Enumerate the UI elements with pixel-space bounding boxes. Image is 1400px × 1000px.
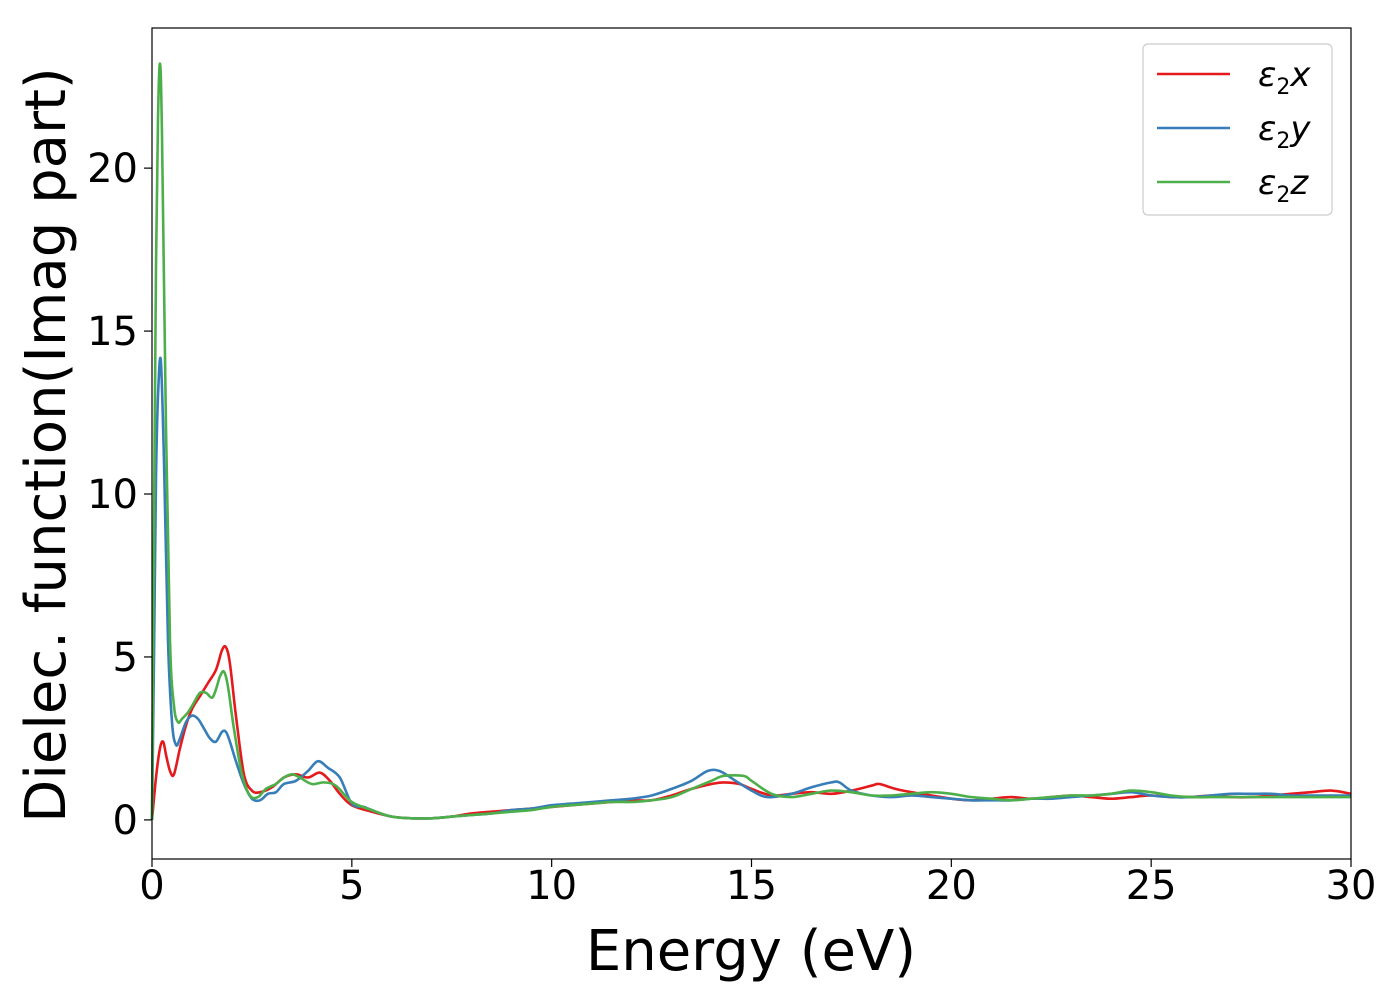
y-tick-label: 20 — [87, 146, 138, 192]
legend-label-variable: z — [1289, 163, 1309, 203]
x-axis-label: Energy (eV) — [586, 919, 916, 984]
y-axis-label: Dielec. function(Imag part) — [14, 67, 79, 823]
x-tick-label: 0 — [139, 863, 164, 909]
y-axis: 0 5 10 15 20 — [87, 146, 152, 844]
x-tick-label: 10 — [526, 863, 577, 909]
x-tick-label: 5 — [339, 863, 364, 909]
series-line-y — [150, 356, 1351, 820]
series-group — [150, 62, 1352, 821]
legend-label-variable: y — [1289, 109, 1311, 149]
legend-label-base: ε — [1258, 55, 1276, 95]
x-axis: 0 5 10 15 20 25 30 — [139, 859, 1376, 909]
legend-label-subscript: 2 — [1276, 75, 1290, 100]
legend-label-subscript: 2 — [1276, 129, 1290, 154]
legend-label-variable: x — [1289, 55, 1311, 95]
y-tick-label: 5 — [113, 635, 138, 681]
series-line-z — [150, 62, 1351, 820]
legend-label-x: ε2x — [1258, 55, 1311, 100]
legend-label-z: ε2z — [1258, 163, 1309, 208]
x-tick-label: 30 — [1326, 863, 1377, 909]
y-tick-label: 0 — [113, 798, 138, 844]
x-tick-label: 25 — [1126, 863, 1177, 909]
y-tick-label: 15 — [87, 309, 138, 355]
legend-frame — [1142, 43, 1333, 216]
legend-label-base: ε — [1258, 109, 1276, 149]
plot-frame — [151, 27, 1352, 860]
legend-label-y: ε2y — [1258, 109, 1311, 154]
x-tick-label: 20 — [926, 863, 977, 909]
legend-label-subscript: 2 — [1276, 183, 1290, 208]
y-tick-label: 10 — [87, 472, 138, 518]
x-tick-label: 15 — [726, 863, 777, 909]
legend-label-base: ε — [1258, 163, 1276, 203]
